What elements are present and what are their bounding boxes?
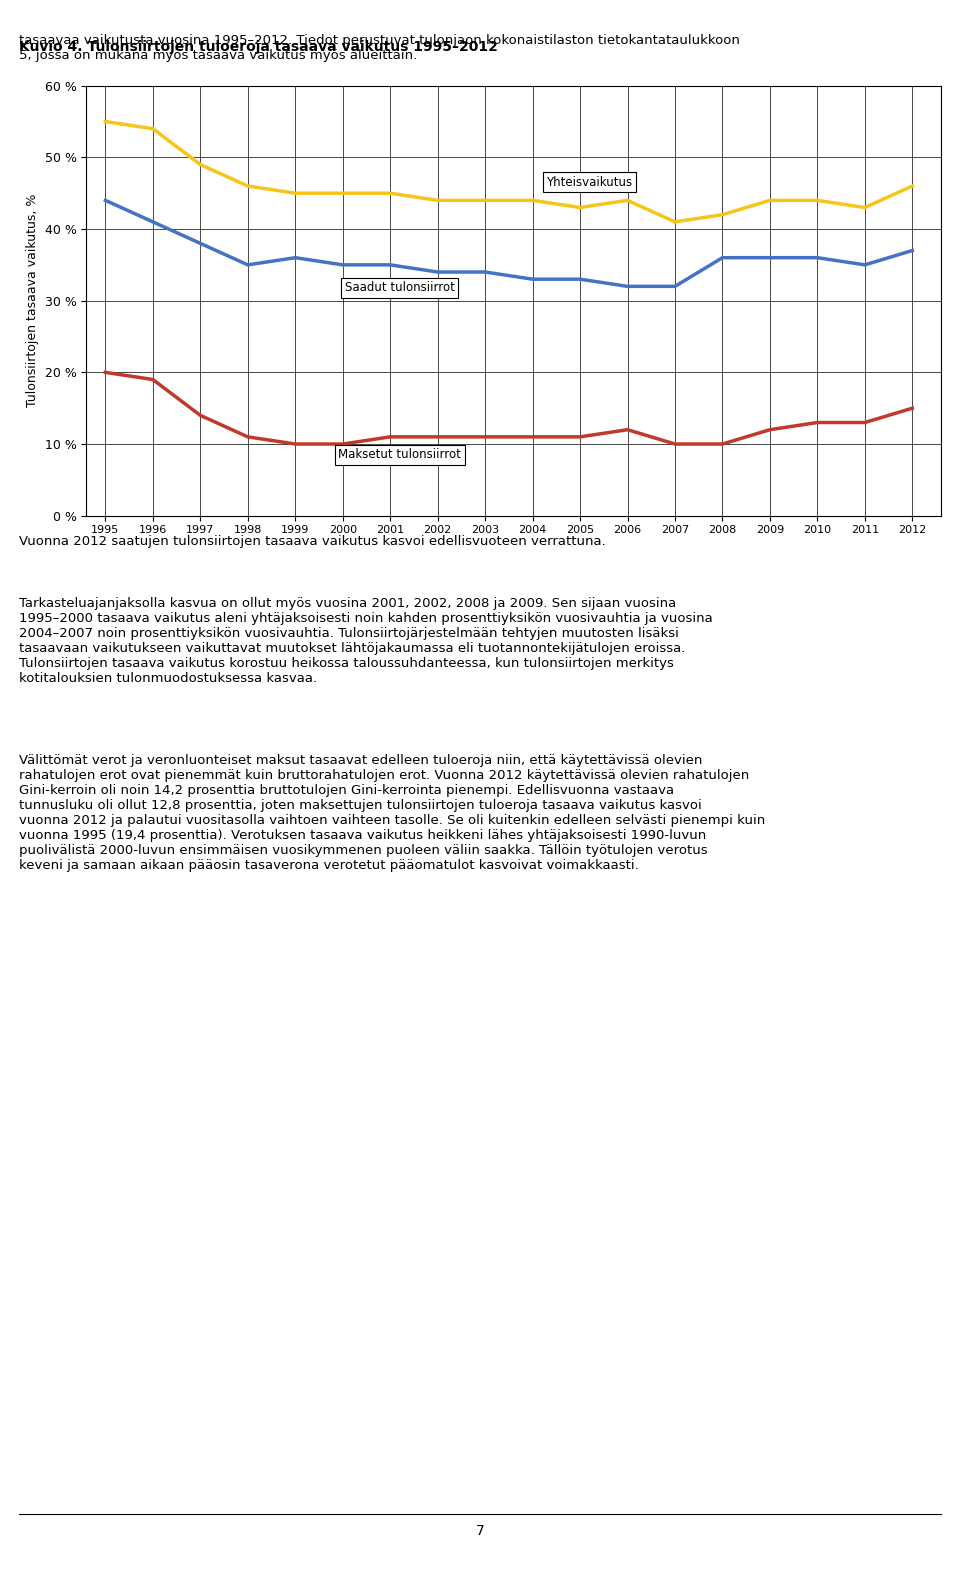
Text: Välittömät verot ja veronluonteiset maksut tasaavat edelleen tuloeroja niin, ett: Välittömät verot ja veronluonteiset maks… — [19, 755, 765, 872]
Text: 7: 7 — [475, 1523, 485, 1538]
Text: Vuonna 2012 saatujen tulonsiirtojen tasaava vaikutus kasvoi edellisvuoteen verra: Vuonna 2012 saatujen tulonsiirtojen tasa… — [19, 535, 606, 548]
Text: Kuvio 4. Tulonsiirtojen tuloeroja tasaava vaikutus 1995–2012: Kuvio 4. Tulonsiirtojen tuloeroja tasaav… — [19, 41, 498, 55]
Y-axis label: Tulonsiirtojen tasaava vaikutus, %: Tulonsiirtojen tasaava vaikutus, % — [26, 195, 39, 408]
Text: Maksetut tulonsiirrot: Maksetut tulonsiirrot — [338, 449, 461, 461]
Text: Yhteisvaikutus: Yhteisvaikutus — [546, 176, 633, 188]
Text: Tarkasteluajanjaksolla kasvua on ollut myös vuosina 2001, 2002, 2008 ja 2009. Se: Tarkasteluajanjaksolla kasvua on ollut m… — [19, 598, 713, 686]
Text: tasaavaa vaikutusta vuosina 1995–2012. Tiedot perustuvat tulonjaon kokonaistilas: tasaavaa vaikutusta vuosina 1995–2012. T… — [19, 35, 740, 63]
Text: Saadut tulonsiirrot: Saadut tulonsiirrot — [345, 281, 455, 295]
